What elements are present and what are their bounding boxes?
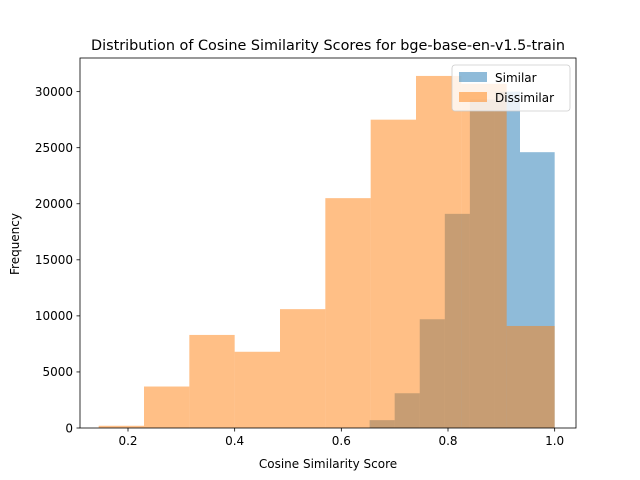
y-tick-label: 25000	[35, 141, 73, 155]
legend-label-dissimilar: Dissimilar	[495, 91, 554, 105]
bar-dissimilar-9	[506, 325, 555, 428]
y-tick-label: 10000	[35, 309, 73, 323]
x-tick-label: 1.0	[545, 434, 564, 448]
bar-dissimilar-1	[144, 386, 190, 428]
y-axis-label: Frequency	[8, 213, 22, 275]
bar-dissimilar-6	[370, 119, 416, 429]
bar-dissimilar-3	[234, 351, 280, 428]
bar-dissimilar-5	[325, 198, 371, 428]
x-tick-label: 0.4	[225, 434, 244, 448]
y-tick-label: 30000	[35, 85, 73, 99]
bar-dissimilar-2	[189, 334, 235, 428]
legend-swatch-dissimilar	[459, 92, 487, 102]
y-tick-label: 5000	[42, 365, 73, 379]
legend: Similar Dissimilar	[451, 64, 571, 112]
y-tick-label: 20000	[35, 197, 73, 211]
y-tick-label: 15000	[35, 253, 73, 267]
legend-label-similar: Similar	[495, 71, 537, 85]
plot-area: 0.2 0.4 0.6 0.8 1.0 0 5000 10000 15000 20000 25000…	[35, 57, 577, 448]
legend-swatch-similar	[459, 72, 487, 82]
bar-dissimilar-4	[280, 309, 326, 428]
x-tick-label: 0.2	[118, 434, 137, 448]
x-axis-label: Cosine Similarity Score	[259, 457, 397, 471]
y-tick-label: 0	[65, 421, 73, 435]
bar-dissimilar-8	[461, 83, 507, 429]
axes-frame	[79, 57, 577, 429]
series-dissimilar	[98, 75, 555, 429]
x-tick-label: 0.8	[438, 434, 457, 448]
bar-dissimilar-0	[98, 425, 144, 428]
chart-title: Distribution of Cosine Similarity Scores…	[91, 38, 565, 54]
bar-dissimilar-7	[416, 75, 462, 428]
x-tick-label: 0.6	[332, 434, 351, 448]
